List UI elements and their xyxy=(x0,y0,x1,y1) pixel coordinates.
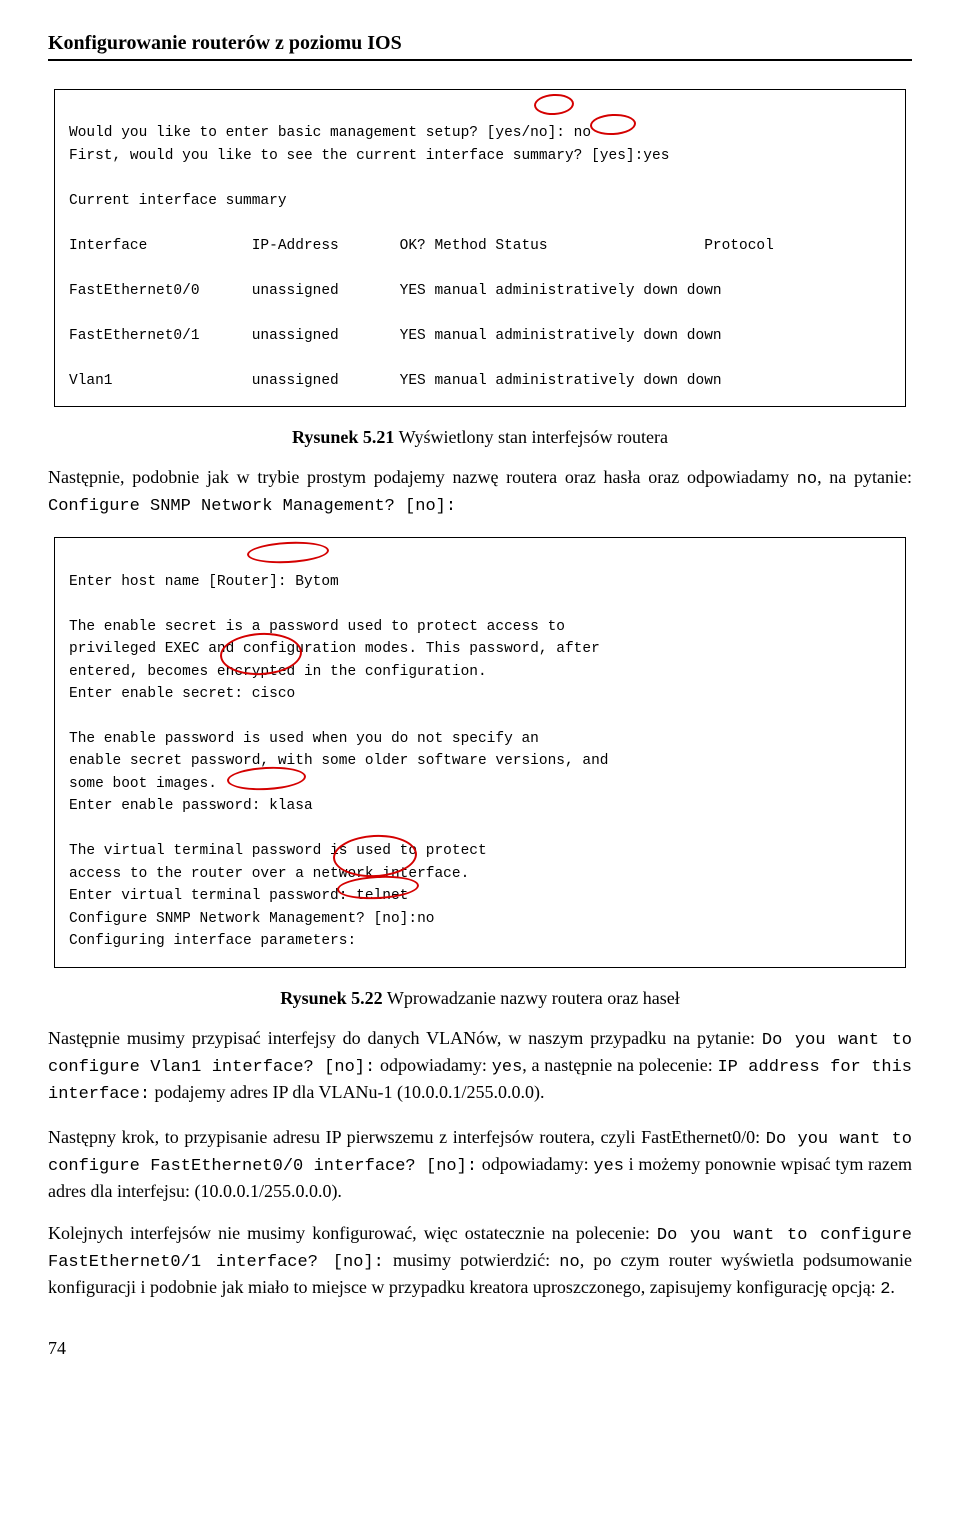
term-line: [no]:no xyxy=(365,911,435,927)
term-line: Enter host name [Router xyxy=(69,574,269,590)
text: Następnie musimy przypisać interfejsy do… xyxy=(48,1028,762,1048)
term-line: Would you like to enter basic management… xyxy=(69,125,565,141)
text: podajemy adres IP dla VLANu-1 (10.0.0.1/… xyxy=(150,1082,544,1102)
term-line: Configuring interface parameters: xyxy=(69,933,356,949)
term-line: FastEthernet0/0 unassigned YES manual ad… xyxy=(69,283,722,299)
inline-code: 2 xyxy=(880,1280,890,1299)
terminal-fig-5-22: Enter host name [Router]: Bytom The enab… xyxy=(54,537,906,967)
term-line: Enter enable passwor xyxy=(69,798,243,814)
inline-code: no xyxy=(797,470,817,489)
caption-fig-5-22: Rysunek 5.22 Wprowadzanie nazwy routera … xyxy=(48,986,912,1010)
text: Następnie, podobnie jak w trybie prostym… xyxy=(48,467,797,487)
highlight-ring xyxy=(247,540,330,565)
inline-code: yes xyxy=(593,1157,624,1176)
text: . xyxy=(890,1277,895,1297)
term-line: enable secret password, with some older … xyxy=(69,753,609,769)
term-line: Current interface summary xyxy=(69,193,287,209)
term-line: access to the router over a networ xyxy=(69,866,365,882)
caption-label: Rysunek 5.21 xyxy=(292,427,394,447)
term-line: Configure SNMP Network Management? xyxy=(69,911,365,927)
term-line: entered, becomes enc xyxy=(69,664,243,680)
highlight-ring xyxy=(589,113,636,136)
highlight-ring xyxy=(533,93,574,116)
term-line: terface. xyxy=(400,866,470,882)
term-line: cisco xyxy=(243,686,295,702)
page-number: 74 xyxy=(48,1336,912,1360)
term-line: no xyxy=(565,125,591,141)
term-line: ]: Bytom xyxy=(269,574,339,590)
paragraph: Następny krok, to przypisanie adresu IP … xyxy=(48,1125,912,1203)
term-line: k in xyxy=(365,866,400,882)
term-line: rypted in xyxy=(243,664,321,680)
page-header: Konfigurowanie routerów z poziomu IOS xyxy=(48,30,912,61)
paragraph: Następnie, podobnie jak w trybie prostym… xyxy=(48,465,912,519)
text: Kolejnych interfejsów nie musimy konfigu… xyxy=(48,1223,657,1243)
inline-code: yes xyxy=(492,1058,523,1077)
caption-label: Rysunek 5.22 xyxy=(280,988,382,1008)
term-line: some boot images. xyxy=(69,776,217,792)
term-line: privileged EXEC and configuration modes.… xyxy=(69,641,600,657)
header-title: Konfigurowanie routerów z poziomu IOS xyxy=(48,32,402,54)
text: odpowiadamy: xyxy=(477,1154,593,1174)
caption-text: Wprowadzanie nazwy routera oraz haseł xyxy=(383,988,680,1008)
paragraph: Kolejnych interfejsów nie musimy konfigu… xyxy=(48,1221,912,1302)
text: Następny krok, to przypisanie adresu IP … xyxy=(48,1127,766,1147)
caption-fig-5-21: Rysunek 5.21 Wyświetlony stan interfejsó… xyxy=(48,425,912,449)
term-line: :yes xyxy=(635,148,670,164)
term-line: Vlan1 unassigned YES manual administrati… xyxy=(69,373,722,389)
term-line: First, would you like to see the current… xyxy=(69,148,635,164)
term-line: d: klasa xyxy=(243,798,313,814)
term-line: Enter virtual terminal password: xyxy=(69,888,347,904)
paragraph: Następnie musimy przypisać interfejsy do… xyxy=(48,1026,912,1107)
text: , na pytanie: xyxy=(817,467,912,487)
term-line: the configuration. xyxy=(321,664,486,680)
term-line: The enable password is used when you do … xyxy=(69,731,539,747)
inline-code: Configure SNMP Network Management? [no]: xyxy=(48,497,456,516)
term-line: telnet xyxy=(347,888,408,904)
inline-code: no xyxy=(559,1253,579,1272)
text: musimy potwierdzić: xyxy=(384,1250,560,1270)
text: odpowiadamy: xyxy=(375,1055,491,1075)
term-line: The virtual terminal password is used to… xyxy=(69,843,487,859)
terminal-fig-5-21: Would you like to enter basic management… xyxy=(54,89,906,407)
term-line: The enable secret is a password used to … xyxy=(69,619,565,635)
text: , a następnie na polecenie: xyxy=(522,1055,717,1075)
caption-text: Wyświetlony stan interfejsów routera xyxy=(394,427,668,447)
term-line: Interface IP-Address OK? Method Status P… xyxy=(69,238,774,254)
term-line: Enter enable secret: xyxy=(69,686,243,702)
term-line: FastEthernet0/1 unassigned YES manual ad… xyxy=(69,328,722,344)
